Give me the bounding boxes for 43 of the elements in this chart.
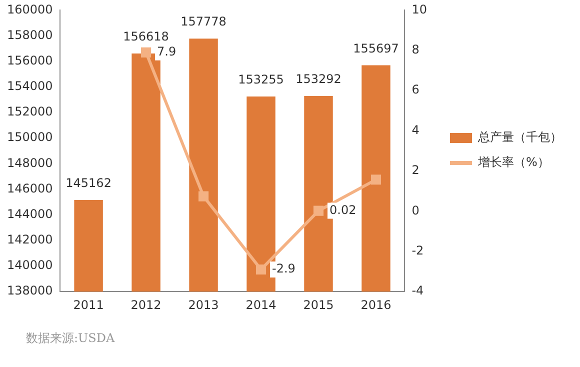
data-label: -2.9: [272, 262, 296, 276]
data-label: 157778: [180, 14, 226, 29]
x-tick-label: 2015: [303, 298, 334, 312]
data-label: 145162: [66, 176, 112, 190]
y-tick-label: 150000: [6, 130, 53, 144]
y2-tick-label: 2: [412, 163, 420, 178]
x-tick-label: 2014: [246, 298, 276, 312]
y-tick-label: 142000: [6, 232, 53, 247]
data-label: 153292: [296, 72, 342, 86]
x-tick-label: 2012: [130, 298, 162, 312]
source-note: 数据来源:USDA: [26, 330, 116, 347]
y-tick-label: 144000: [6, 206, 53, 221]
y-tick-label: 160000: [6, 2, 53, 16]
data-label: 155697: [353, 41, 399, 56]
data-label: 7.9: [157, 44, 176, 59]
x-tick-label: 2011: [73, 298, 104, 312]
y-tick-label: 138000: [6, 284, 53, 298]
y-tick-label: 154000: [6, 79, 53, 94]
y2-tick-label: 8: [412, 42, 420, 57]
legend-label: 增长率（%）: [478, 154, 550, 171]
point: [313, 206, 324, 216]
y-tick-label: 152000: [6, 104, 53, 119]
y2-tick-label: 10: [412, 2, 428, 16]
y2-tick-label: -4: [412, 284, 424, 298]
y2-tick-label: -2: [412, 244, 424, 258]
y-tick-label: 140000: [6, 258, 53, 272]
data-label: 153255: [238, 72, 284, 87]
legend-label: 总产量（千包）: [478, 129, 562, 146]
y2-tick-label: 4: [412, 122, 420, 137]
y-tick-label: 156000: [6, 53, 53, 68]
point: [198, 191, 209, 202]
y2-tick-label: 0: [412, 203, 420, 218]
data-label: 0.02: [330, 202, 356, 217]
y-tick-label: 158000: [6, 28, 53, 42]
y-tick-label: 146000: [6, 181, 53, 196]
point: [141, 47, 152, 58]
y-tick-label: 148000: [6, 156, 53, 170]
x-tick-label: 2016: [360, 298, 392, 312]
x-tick-label: 2013: [188, 298, 219, 312]
data-label: 156618: [123, 30, 169, 44]
point: [370, 174, 382, 185]
y2-tick-label: 6: [412, 82, 420, 97]
point: [256, 264, 266, 275]
